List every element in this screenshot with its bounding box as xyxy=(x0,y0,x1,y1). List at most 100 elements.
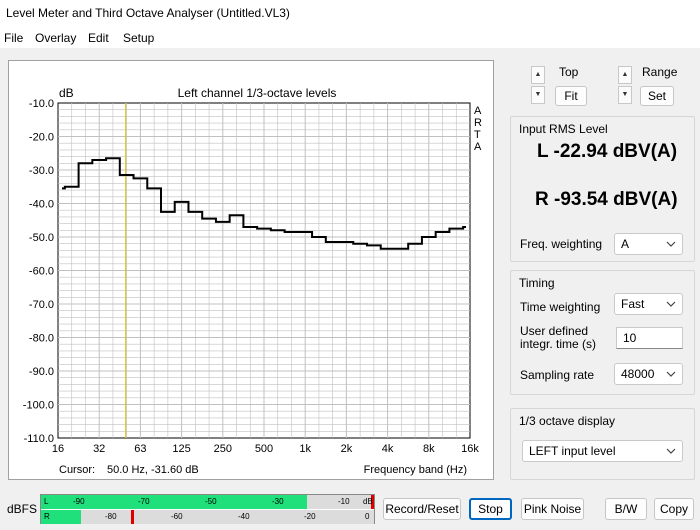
chevron-down-icon xyxy=(666,371,676,377)
cursor-value: 50.0 Hz, -31.60 dB xyxy=(107,464,199,476)
meter-top-scale-4: -30 xyxy=(272,497,284,506)
cursor-label: Cursor: xyxy=(59,464,95,476)
meter-right-fill xyxy=(41,510,81,524)
octave-display-select[interactable]: LEFT input level xyxy=(522,440,683,462)
timing-group-title: Timing xyxy=(519,276,555,290)
y-tick-label: -40.0 xyxy=(29,199,54,211)
side-label-4: A xyxy=(474,141,482,153)
meter-bottom-scale-3: -40 xyxy=(238,512,250,521)
time-weighting-value: Fast xyxy=(621,297,645,311)
x-tick-label: 250 xyxy=(214,443,232,455)
meter-left-channel: L xyxy=(44,497,49,506)
octave-display-title: 1/3 octave display xyxy=(519,414,616,428)
level-meter: L -90 -70 -50 -30 -10 dB R -80 -60 -40 -… xyxy=(40,494,375,524)
set-button[interactable]: Set xyxy=(640,86,674,106)
y-tick-label: -90.0 xyxy=(29,366,54,378)
x-axis-label: Frequency band (Hz) xyxy=(364,464,467,476)
x-tick-label: 63 xyxy=(134,443,146,455)
level-trace xyxy=(62,157,466,250)
range-up-button[interactable]: ▲ xyxy=(618,66,632,84)
meter-left-fill xyxy=(41,495,308,509)
menu-overlay[interactable]: Overlay xyxy=(35,31,77,45)
y-tick-label: -80.0 xyxy=(29,333,54,345)
integr-time-label-line2: integr. time (s) xyxy=(520,337,597,351)
time-weighting-select[interactable]: Fast xyxy=(614,293,683,315)
plot-title: Left channel 1/3-octave levels xyxy=(178,86,337,100)
octave-chart[interactable]: -10.0 -20.0 -30.0 -40.0 -50.0 -60.0 -70.0 -80.0… xyxy=(9,61,495,481)
chevron-down-icon xyxy=(666,301,676,307)
integr-time-label-line1: User defined xyxy=(520,324,589,338)
meter-top-scale-1: -90 xyxy=(73,497,85,506)
meter-top-scale-5: -10 xyxy=(338,497,350,506)
sampling-rate-label: Sampling rate xyxy=(520,368,595,382)
meter-left-peak xyxy=(371,495,374,509)
y-tick-label: -50.0 xyxy=(29,232,54,244)
side-label-2: R xyxy=(474,117,482,129)
octave-display-group: 1/3 octave display xyxy=(510,408,695,480)
meter-top-scale-2: -70 xyxy=(138,497,150,506)
stop-button[interactable]: Stop xyxy=(469,498,512,520)
window-title: Level Meter and Third Octave Analyser (U… xyxy=(6,6,290,20)
y-tick-label: -60.0 xyxy=(29,266,54,278)
sampling-rate-value: 48000 xyxy=(621,367,655,381)
y-tick-label: -70.0 xyxy=(29,299,54,311)
y-tick-label: -100.0 xyxy=(23,400,54,412)
bw-button[interactable]: B/W xyxy=(605,498,647,520)
x-tick-label: 2k xyxy=(341,443,353,455)
record-reset-button[interactable]: Record/Reset xyxy=(383,498,461,520)
menu-setup[interactable]: Setup xyxy=(123,31,155,45)
rms-right-value: R -93.54 dBV(A) xyxy=(535,189,678,210)
top-down-button[interactable]: ▼ xyxy=(531,86,545,104)
y-tick-label: -110.0 xyxy=(24,433,54,445)
freq-weighting-select[interactable]: A xyxy=(614,233,683,255)
dbfs-label: dBFS xyxy=(7,502,38,516)
rms-left-value: L -22.94 dBV(A) xyxy=(537,141,678,162)
menu-edit[interactable]: Edit xyxy=(88,31,109,45)
menu-bar: File Overlay Edit Setup xyxy=(0,26,700,48)
y-tick-label: -20.0 xyxy=(29,132,54,144)
sampling-rate-select[interactable]: 48000 xyxy=(614,363,683,385)
range-down-button[interactable]: ▼ xyxy=(618,86,632,104)
copy-button[interactable]: Copy xyxy=(654,498,694,520)
range-label: Range xyxy=(642,65,678,79)
meter-right-peak xyxy=(130,510,134,524)
meter-bottom-scale-5: 0 xyxy=(365,512,370,521)
freq-weighting-value: A xyxy=(621,237,630,251)
rms-level-group: Input RMS Level xyxy=(510,116,695,262)
y-unit-label: dB xyxy=(59,86,74,100)
meter-right-bar: R -80 -60 -40 -20 0 xyxy=(41,510,374,524)
meter-bottom-scale-1: -80 xyxy=(105,512,117,521)
side-label-3: T xyxy=(474,129,481,141)
y-tick-labels: -10.0 -20.0 -30.0 -40.0 -50.0 -60.0 -70.0 -80.0… xyxy=(23,98,54,445)
chevron-down-icon xyxy=(666,241,676,247)
x-tick-label: 32 xyxy=(93,443,105,455)
meter-bottom-scale-4: -20 xyxy=(304,512,316,521)
x-tick-label: 4k xyxy=(382,443,394,455)
x-tick-label: 16 xyxy=(52,443,64,455)
y-tick-label: -30.0 xyxy=(29,165,54,177)
octave-display-value: LEFT input level xyxy=(529,444,616,458)
title-bar: Level Meter and Third Octave Analyser (U… xyxy=(0,0,700,26)
meter-left-bar: L -90 -70 -50 -30 -10 dB xyxy=(41,495,374,509)
x-tick-labels: 16 32 63 125 250 500 1k 2k 4k 8k 16k xyxy=(52,443,479,455)
meter-top-scale-3: -50 xyxy=(205,497,217,506)
top-up-button[interactable]: ▲ xyxy=(531,66,545,84)
rms-group-title: Input RMS Level xyxy=(519,122,608,136)
integr-time-input[interactable]: 10 xyxy=(616,327,683,349)
menu-file[interactable]: File xyxy=(4,31,24,45)
x-tick-label: 500 xyxy=(255,443,273,455)
time-weighting-label: Time weighting xyxy=(520,300,601,314)
meter-bottom-scale-2: -60 xyxy=(171,512,183,521)
plot-grid xyxy=(57,102,471,439)
plot-panel: -10.0 -20.0 -30.0 -40.0 -50.0 -60.0 -70.0 -80.0… xyxy=(8,60,494,480)
top-label: Top xyxy=(559,65,579,79)
integr-time-value: 10 xyxy=(623,331,637,345)
fit-button[interactable]: Fit xyxy=(555,86,587,106)
x-tick-label: 16k xyxy=(461,443,479,455)
x-tick-label: 1k xyxy=(299,443,311,455)
x-tick-label: 125 xyxy=(172,443,190,455)
pink-noise-button[interactable]: Pink Noise xyxy=(521,498,584,520)
side-label-1: A xyxy=(474,105,482,117)
timing-group: Timing xyxy=(510,270,695,395)
freq-weighting-label: Freq. weighting xyxy=(520,237,603,251)
